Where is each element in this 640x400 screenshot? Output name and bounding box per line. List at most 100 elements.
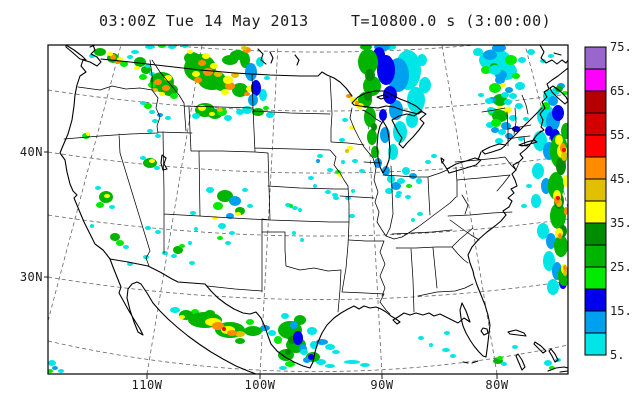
radar-echo [358, 49, 378, 75]
radar-echo [483, 50, 497, 60]
radar-echo [206, 187, 214, 193]
radar-echo [500, 83, 506, 87]
lake-okeechobee-outline [480, 327, 489, 336]
radar-echo [143, 158, 157, 168]
radar-echo [360, 45, 372, 50]
radar-echo [402, 167, 410, 175]
radar-echo [182, 45, 188, 48]
radar-echo [307, 327, 317, 335]
radar-echo [285, 361, 295, 367]
radar-echo [349, 214, 355, 218]
colorbar-label: 25. [610, 260, 632, 274]
gulf-atlantic-coastline [109, 67, 568, 369]
radar-echo [345, 149, 349, 153]
radar-echo [505, 55, 517, 65]
colorbar-swatch [584, 90, 607, 114]
radar-echo [561, 123, 568, 139]
radar-echo [292, 206, 298, 210]
radar-echo [552, 105, 564, 121]
radar-echo [187, 50, 193, 54]
radar-echo [478, 93, 484, 97]
radar-echo [144, 103, 152, 109]
colorbar-swatch [584, 310, 607, 334]
radar-echo [425, 160, 431, 164]
radar-echo [225, 82, 235, 90]
radar-echo [418, 336, 424, 340]
radar-echo [501, 122, 511, 130]
radar-echo [192, 71, 200, 77]
colorbar-swatch [584, 332, 607, 356]
nova-scotia-coastline [549, 85, 568, 105]
radar-echo [123, 245, 129, 249]
radar-echo [316, 359, 326, 365]
radar-echo [192, 113, 200, 119]
radar-echo [473, 48, 483, 56]
radar-echo [444, 331, 450, 335]
radar-echo [512, 73, 520, 79]
pacific-coastline [59, 45, 257, 374]
radar-echo [531, 194, 541, 208]
radar-echo [198, 60, 206, 66]
radar-echo [240, 52, 250, 68]
radar-echo [393, 121, 407, 143]
radar-echo [214, 71, 222, 77]
radar-echo [155, 230, 161, 234]
radar-echo [170, 307, 180, 313]
gulf-st-lawrence-coastline [539, 45, 568, 65]
radar-echo [217, 190, 233, 202]
lat-axis-label: 30N [20, 270, 43, 284]
radar-echo [189, 261, 195, 265]
colorbar-label: 45. [610, 172, 632, 186]
radar-echo [251, 80, 261, 96]
radar-echo [335, 170, 341, 174]
radar-echo [485, 98, 493, 104]
radar-echo [360, 363, 370, 367]
radar-echo [134, 57, 146, 67]
radar-echo [86, 132, 90, 136]
radar-echo [120, 61, 128, 67]
radar-echo [266, 112, 274, 118]
radar-echo [292, 231, 296, 235]
radar-echo [190, 211, 196, 215]
map-frame [47, 44, 569, 375]
colorbar-label: 5. [610, 348, 624, 362]
radar-echo [145, 226, 151, 230]
radar-echo [308, 176, 314, 180]
radar-echo [407, 87, 425, 113]
radar-echo [344, 360, 360, 364]
colorbar-label: 15. [610, 304, 632, 318]
radar-echo [202, 53, 210, 59]
geography-layer [59, 45, 568, 374]
colorbar-swatch [584, 46, 607, 70]
radar-echo [383, 86, 397, 104]
radar-echo [325, 190, 331, 194]
radar-echo [388, 144, 398, 160]
radar-echo [145, 45, 155, 49]
radar-echo [406, 112, 418, 128]
radar-echo [417, 212, 423, 216]
radar-echo [509, 115, 517, 121]
colorbar-swatch [584, 156, 607, 180]
radar-echo [518, 57, 526, 63]
radar-echo [554, 235, 568, 257]
canada-border-line [100, 58, 353, 97]
radar-echo [227, 330, 237, 336]
radar-echo [117, 57, 123, 61]
radar-echo [547, 279, 559, 295]
radar-echo [162, 251, 168, 255]
radar-echo [355, 101, 359, 105]
radar-echo [217, 108, 223, 112]
radar-echo [170, 93, 178, 99]
radar-echo [165, 116, 171, 120]
radar-echo [179, 244, 185, 248]
radar-echo [127, 55, 133, 59]
radar-echo [218, 223, 226, 229]
radar-echo [245, 63, 257, 81]
radar-echo [274, 336, 282, 344]
radar-echo [244, 326, 262, 336]
radar-echo [351, 189, 355, 193]
bahamas-cuba-coastlines [507, 329, 568, 373]
radar-echo [107, 52, 113, 56]
radar-echo [395, 194, 401, 198]
radar-echo [389, 100, 403, 120]
